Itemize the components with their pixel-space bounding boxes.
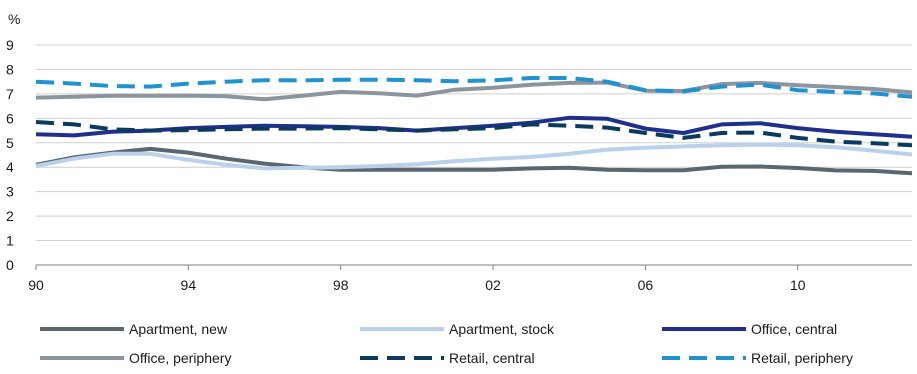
y-tick-label: 9	[6, 37, 14, 53]
x-tick-label: 94	[181, 277, 197, 293]
legend-label-retail-central: Retail, central	[449, 350, 535, 366]
series-line-office-periphery	[35, 80, 913, 102]
y-tick-label: 8	[6, 61, 14, 77]
series-line-apartment-new	[35, 146, 913, 176]
legend: Apartment, new Apartment, stock Office, ce…	[40, 321, 853, 366]
series-lines	[35, 76, 913, 176]
x-tick-label: 98	[333, 277, 349, 293]
y-axis-unit-label: %	[8, 11, 20, 27]
x-tick-label: 02	[485, 277, 501, 293]
y-tick-label: 2	[6, 208, 14, 224]
series-line-apartment-stock	[35, 142, 913, 171]
y-tick-label: 5	[6, 135, 14, 151]
x-tick-label: 10	[790, 277, 806, 293]
y-tick-label: 3	[6, 184, 14, 200]
y-axis-tick-labels: 0 1 2 3 4 5 6 7 8 9	[6, 37, 14, 273]
y-tick-label: 7	[6, 86, 14, 102]
legend-label-office-periphery: Office, periphery	[129, 350, 231, 366]
legend-label-apartment-stock: Apartment, stock	[449, 321, 555, 337]
legend-label-office-central: Office, central	[751, 321, 837, 337]
y-tick-label: 4	[6, 159, 14, 175]
y-tick-label: 0	[6, 257, 14, 273]
series-line-retail-periphery	[35, 76, 913, 99]
y-tick-label: 6	[6, 110, 14, 126]
legend-label-apartment-new: Apartment, new	[129, 321, 228, 337]
x-tick-label: 90	[28, 277, 44, 293]
series-line-retail-central	[35, 120, 913, 148]
x-tick-label: 06	[638, 277, 654, 293]
legend-label-retail-periphery: Retail, periphery	[751, 350, 853, 366]
gridlines	[35, 44, 912, 270]
y-tick-label: 1	[6, 233, 14, 249]
x-axis-tick-labels: 90 94 98 02 06 10	[28, 277, 806, 293]
